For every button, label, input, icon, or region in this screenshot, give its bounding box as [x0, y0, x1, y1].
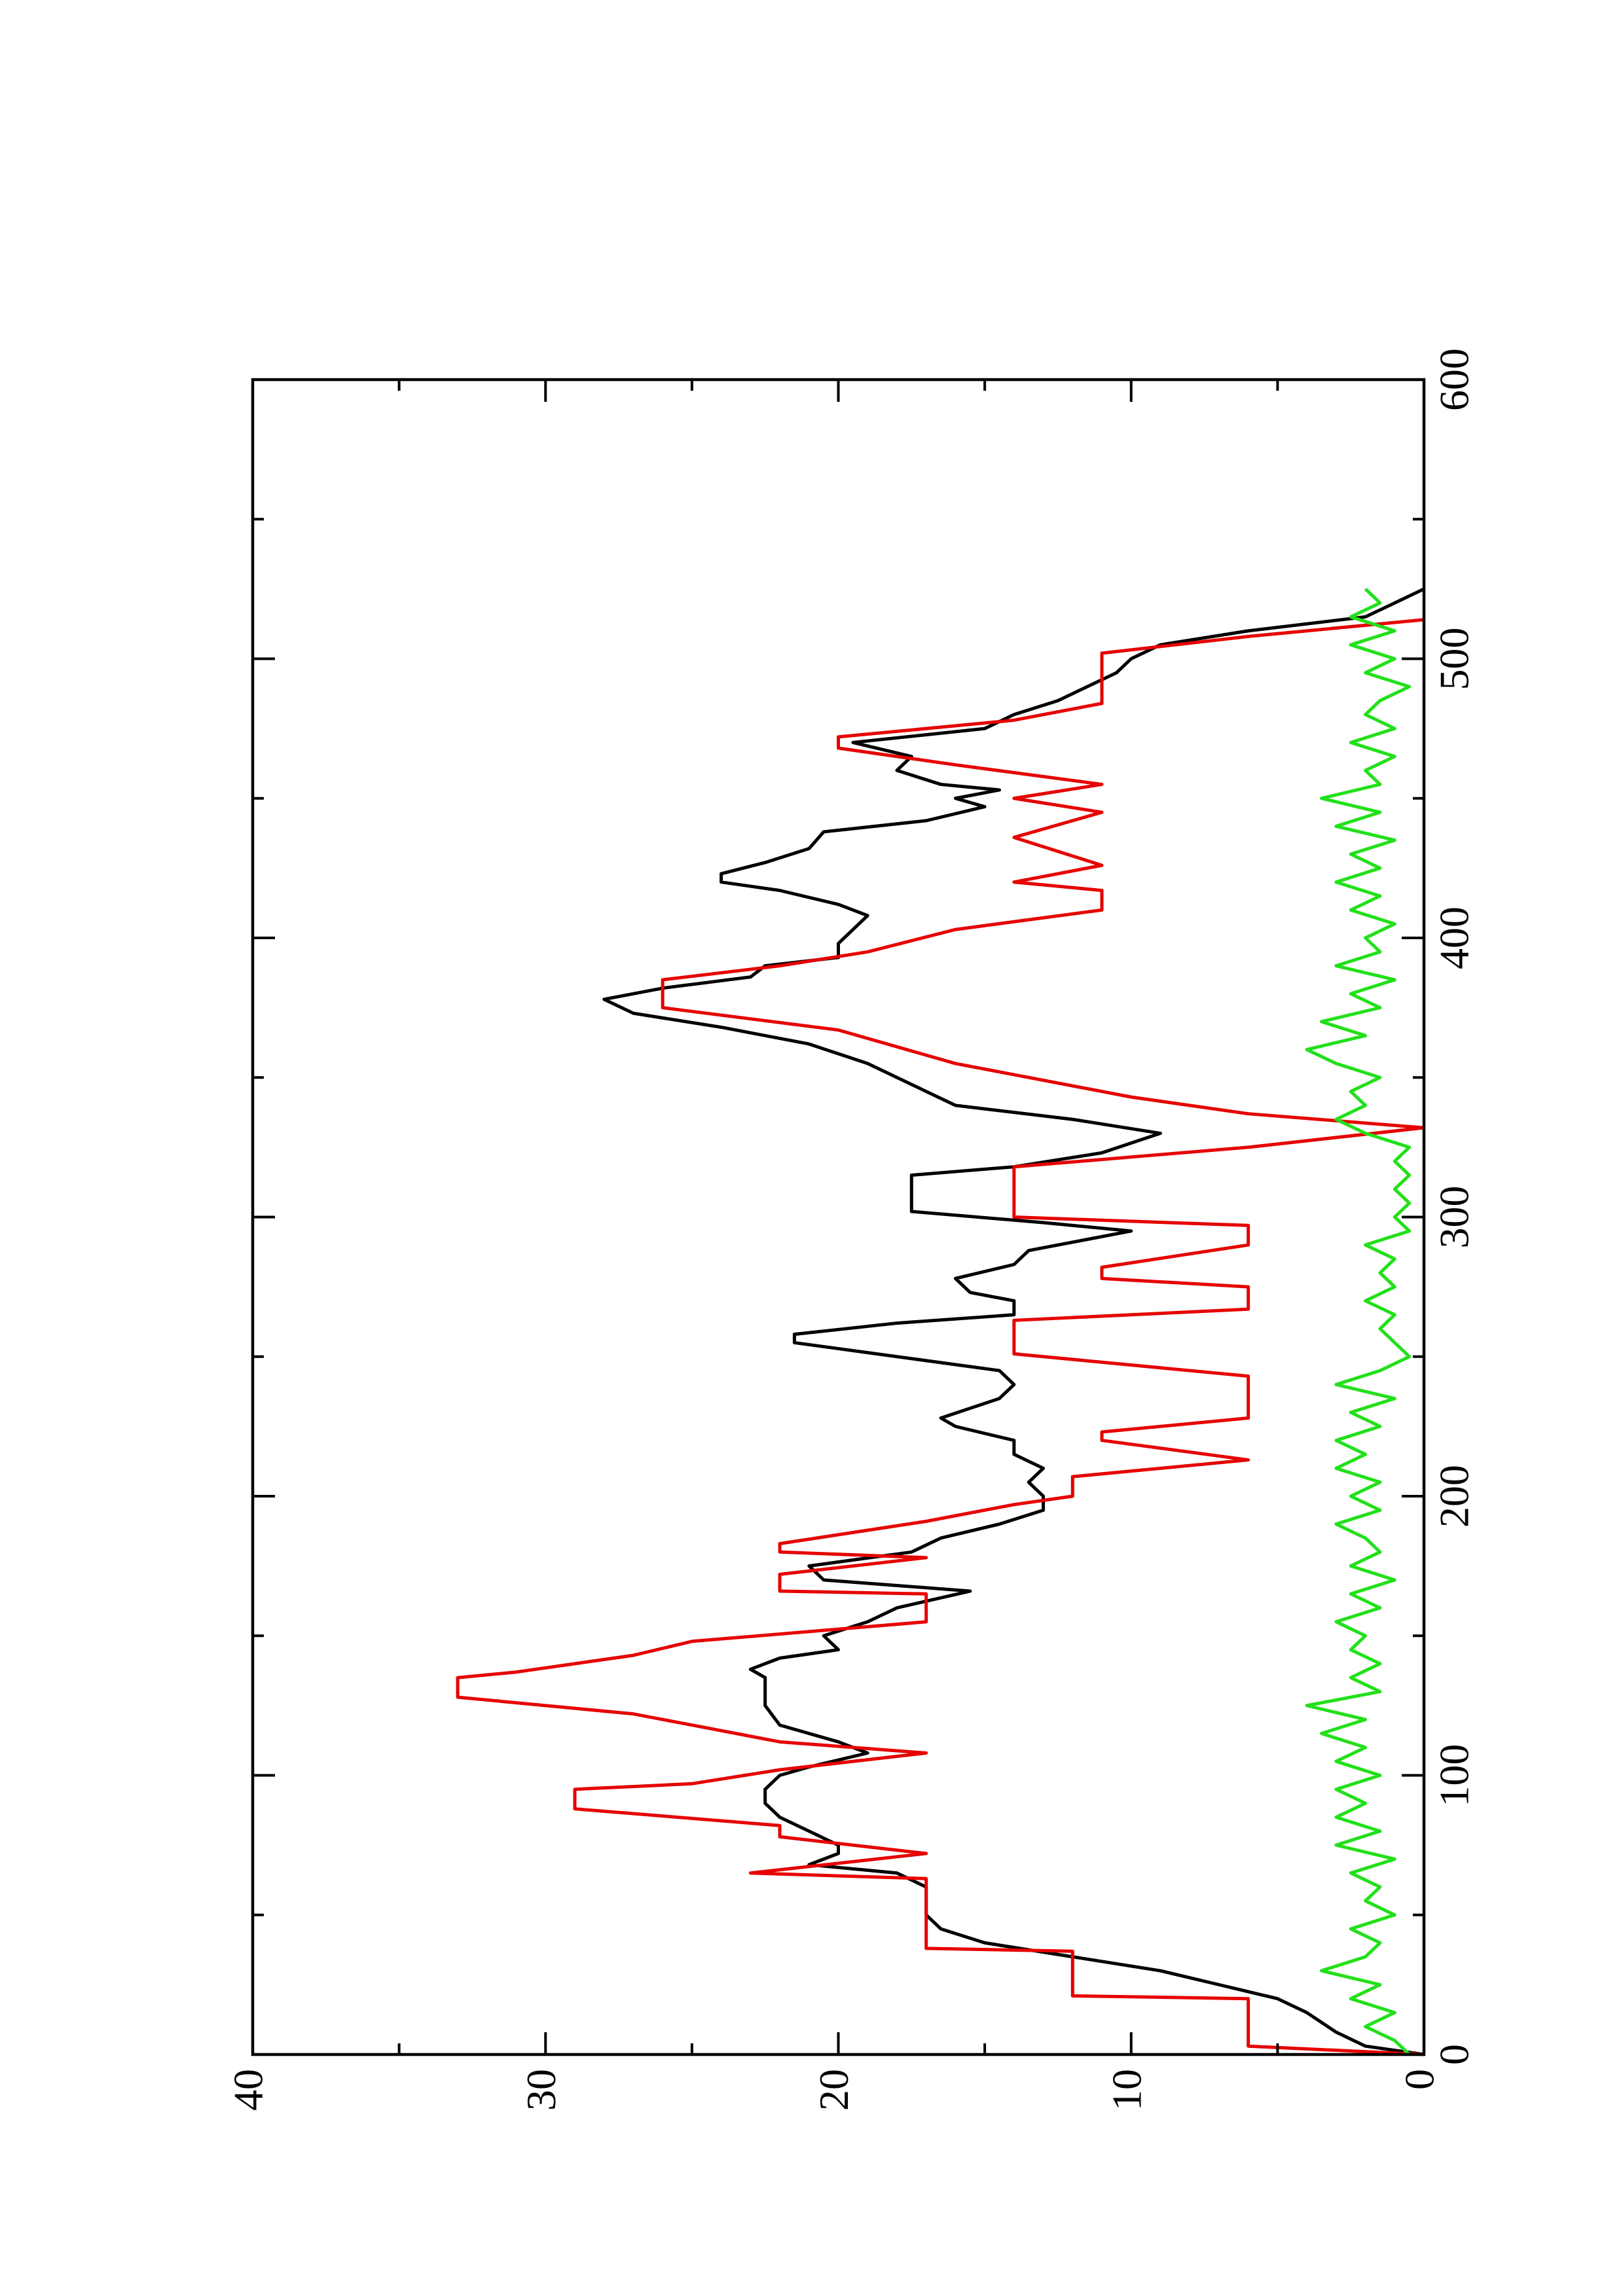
series-line	[1305, 588, 1412, 2056]
chart: 0 100 200 300 400 500 600 0 10 20 30 40	[225, 348, 1478, 2111]
series-line	[602, 587, 1425, 2056]
y-tick-label: 30	[518, 2069, 564, 2111]
y-tick-label: 40	[225, 2069, 272, 2111]
x-tick-label: 400	[1431, 906, 1478, 969]
x-tick-label: 600	[1431, 348, 1478, 411]
y-tick-label: 20	[811, 2069, 857, 2111]
x-tick-label: 0	[1431, 2044, 1478, 2065]
x-tick-label: 100	[1431, 1744, 1478, 1807]
y-tick-label: 0	[1396, 2069, 1443, 2090]
x-tick-label: 500	[1431, 628, 1478, 691]
y-tick-label: 10	[1103, 2069, 1150, 2111]
series-line	[456, 618, 1426, 2056]
x-tick-label: 200	[1431, 1465, 1478, 1528]
x-tick-label: 300	[1431, 1186, 1478, 1249]
